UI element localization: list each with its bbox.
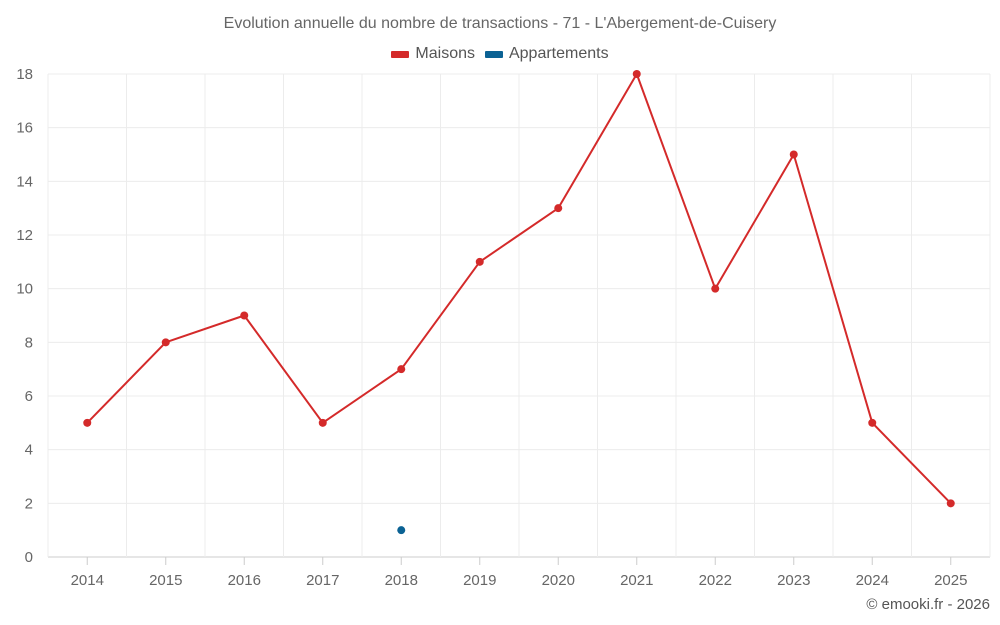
x-tick-label: 2019 [463, 572, 496, 589]
data-point-maisons [397, 365, 406, 374]
x-tick-label: 2017 [306, 572, 339, 589]
legend-swatch-maisons [391, 50, 410, 58]
y-tick-label: 18 [16, 66, 33, 83]
data-point-maisons [161, 338, 170, 347]
credits[interactable]: © emooki.fr - 2026 [866, 596, 990, 613]
legend-label-appartements: Appartements [508, 45, 609, 62]
y-tick-label: 4 [25, 442, 33, 459]
legend-item-maisons[interactable]: Maisons [391, 45, 475, 63]
x-tick-label: 2016 [228, 572, 261, 589]
x-tick-label: 2015 [149, 572, 182, 589]
x-tick-label: 2022 [699, 572, 732, 589]
x-tick-label: 2021 [620, 572, 653, 589]
data-point-maisons [711, 284, 720, 293]
y-tick-label: 2 [25, 495, 33, 512]
data-point-maisons [868, 418, 877, 427]
legend-swatch-appartements [484, 50, 503, 58]
chart-title: Evolution annuelle du nombre de transact… [223, 15, 777, 32]
x-tick-label: 2020 [542, 572, 575, 589]
data-point-appartements [397, 526, 406, 535]
x-tick-label: 2024 [856, 572, 889, 589]
legend-item-appartements[interactable]: Appartements [484, 45, 609, 63]
chart-legend: Maisons Appartements [0, 45, 1000, 63]
series-line-maisons [86, 73, 952, 505]
x-tick-label: 2025 [934, 572, 967, 589]
data-point-maisons [83, 418, 92, 427]
x-tick-label: 2014 [71, 572, 104, 589]
data-point-maisons [318, 418, 327, 427]
x-tick-label: 2023 [777, 572, 810, 589]
data-point-maisons [554, 204, 563, 213]
legend-label-maisons: Maisons [415, 45, 475, 62]
x-tick-label: 2018 [385, 572, 418, 589]
data-point-maisons [240, 311, 249, 320]
data-point-maisons [789, 150, 798, 159]
y-tick-label: 8 [25, 334, 33, 351]
data-point-maisons [946, 499, 955, 508]
data-point-maisons [475, 257, 484, 266]
y-tick-label: 12 [16, 227, 33, 244]
y-tick-label: 0 [25, 549, 33, 566]
y-tick-label: 6 [25, 388, 33, 405]
y-tick-label: 16 [16, 120, 33, 137]
y-tick-label: 14 [16, 173, 33, 190]
data-point-maisons [632, 70, 641, 78]
y-tick-label: 10 [16, 281, 33, 298]
